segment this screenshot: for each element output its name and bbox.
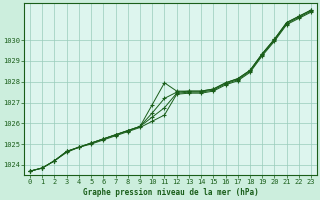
X-axis label: Graphe pression niveau de la mer (hPa): Graphe pression niveau de la mer (hPa) [83,188,259,197]
